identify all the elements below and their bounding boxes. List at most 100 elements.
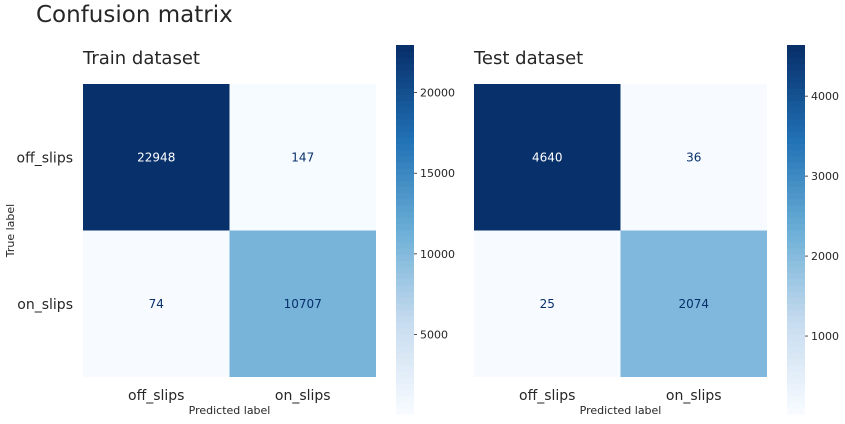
- colorbar-segment: [396, 180, 414, 188]
- colorbar-segment: [396, 94, 414, 101]
- cell-value-label: 2074: [678, 297, 709, 311]
- colorbar-segment: [787, 284, 805, 292]
- colorbar-segment: [787, 217, 805, 224]
- colorbar-segment: [787, 100, 805, 108]
- colorbar-segment: [787, 57, 805, 65]
- colorbar-segment: [396, 309, 414, 317]
- heatmap-cell: [474, 230, 621, 377]
- colorbar-segment: [787, 346, 805, 354]
- colorbar-segment: [396, 131, 414, 138]
- colorbar-segment: [396, 204, 414, 212]
- colorbar-segment: [787, 94, 805, 101]
- colorbar-segment: [396, 241, 414, 249]
- colorbar-segment: [396, 168, 414, 175]
- x-tick-label: off_slips: [519, 388, 575, 404]
- colorbar-segment: [396, 118, 414, 126]
- panel-title: Test dataset: [473, 48, 583, 69]
- y-axis-label: True label: [4, 204, 17, 258]
- colorbar-tick-label: 5000: [420, 329, 448, 342]
- colorbar-segment: [787, 383, 805, 390]
- heatmap-cell: [229, 84, 376, 231]
- cell-value-label: 25: [540, 297, 555, 311]
- cell-value-label: 74: [149, 297, 164, 311]
- colorbar-segment: [787, 204, 805, 212]
- cell-value-label: 4640: [532, 150, 563, 164]
- colorbar-segment: [787, 235, 805, 243]
- colorbar-segment: [787, 327, 805, 335]
- colorbar-segment: [787, 174, 805, 181]
- colorbar-segment: [396, 235, 414, 243]
- colorbar-segment: [396, 303, 414, 311]
- x-axis-label: Predicted label: [580, 404, 662, 417]
- colorbar-tick-label: 1000: [811, 330, 839, 343]
- heatmap-cell: [474, 84, 621, 231]
- cell-value-label: 36: [686, 150, 701, 164]
- colorbar-tick-label: 4000: [811, 90, 839, 103]
- colorbar-segment: [396, 217, 414, 224]
- colorbar-segment: [787, 124, 805, 132]
- colorbar-tick-label: 2000: [811, 250, 839, 263]
- colorbar-segment: [787, 321, 805, 329]
- colorbar-segment: [396, 211, 414, 218]
- colorbar-segment: [396, 192, 414, 200]
- y-tick-label: on_slips: [17, 297, 73, 313]
- colorbar-tick-label: 15000: [420, 167, 455, 180]
- panel-title: Train dataset: [82, 48, 200, 69]
- colorbar-segment: [787, 340, 805, 347]
- colorbar-segment: [787, 370, 805, 378]
- colorbar-segment: [396, 260, 414, 267]
- figure-title: Confusion matrix: [36, 2, 233, 28]
- colorbar-segment: [396, 81, 414, 89]
- colorbar-tick-label: 20000: [420, 87, 455, 100]
- colorbar-segment: [396, 340, 414, 347]
- colorbar-segment: [787, 88, 805, 95]
- colorbar-segment: [787, 192, 805, 200]
- colorbar-segment: [787, 75, 805, 83]
- cell-value-label: 22948: [137, 150, 175, 164]
- colorbar-segment: [396, 174, 414, 181]
- cell-value-label: 147: [291, 150, 314, 164]
- colorbar-segment: [787, 161, 805, 169]
- colorbar-tick-label: 3000: [811, 170, 839, 183]
- colorbar-segment: [787, 168, 805, 175]
- colorbar-segment: [787, 247, 805, 255]
- colorbar-segment: [787, 407, 805, 415]
- colorbar-segment: [787, 395, 805, 403]
- colorbar-segment: [396, 370, 414, 378]
- colorbar-segment: [787, 254, 805, 261]
- colorbar-segment: [787, 180, 805, 188]
- colorbar-segment: [787, 155, 805, 163]
- x-tick-label: on_slips: [666, 388, 722, 404]
- colorbar-segment: [396, 334, 414, 341]
- colorbar-segment: [787, 377, 805, 384]
- colorbar-segment: [787, 401, 805, 409]
- colorbar-segment: [787, 51, 805, 58]
- colorbar-segment: [787, 198, 805, 206]
- colorbar-segment: [396, 161, 414, 169]
- colorbar-segment: [787, 118, 805, 126]
- colorbar-segment: [787, 352, 805, 360]
- heatmap-cell: [229, 230, 376, 377]
- colorbar-segment: [396, 315, 414, 323]
- colorbar-segment: [396, 272, 414, 280]
- colorbar-segment: [787, 334, 805, 341]
- colorbar-segment: [396, 69, 414, 77]
- heatmap-cell: [83, 230, 230, 377]
- colorbar-segment: [396, 395, 414, 403]
- colorbar-segment: [396, 51, 414, 58]
- colorbar-segment: [396, 137, 414, 144]
- colorbar-segment: [787, 309, 805, 317]
- colorbar-segment: [396, 364, 414, 372]
- colorbar-segment: [396, 223, 414, 231]
- colorbar-segment: [396, 143, 414, 151]
- colorbar-segment: [396, 88, 414, 95]
- heatmap-cell: [620, 230, 767, 377]
- colorbar-segment: [396, 254, 414, 261]
- heatmap-cell: [83, 84, 230, 231]
- colorbar-segment: [396, 155, 414, 163]
- colorbar-segment: [396, 377, 414, 384]
- colorbar-segment: [396, 198, 414, 206]
- colorbar-segment: [396, 383, 414, 390]
- colorbar-segment: [396, 75, 414, 83]
- colorbar-segment: [396, 291, 414, 298]
